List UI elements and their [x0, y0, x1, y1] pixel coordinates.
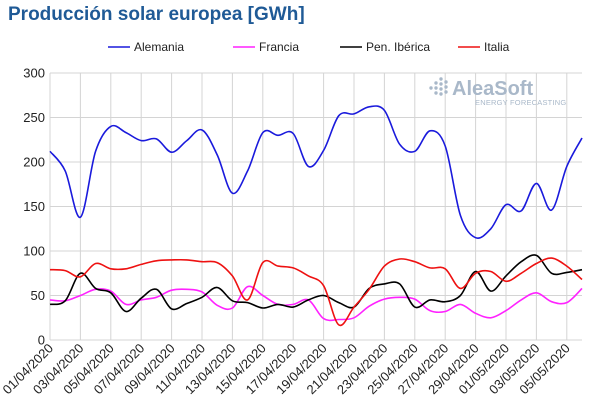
- aleasoft-logo: AleaSoft ENERGY FORECASTING: [429, 77, 566, 107]
- aleasoft-dots-icon: [429, 77, 448, 96]
- series-line-italia: [49, 257, 583, 327]
- legend: Alemania Francia Pen. Ibérica Italia: [108, 40, 510, 54]
- y-tick-label: 150: [23, 199, 45, 214]
- y-tick-label: 50: [31, 288, 45, 303]
- legend-label-alemania: Alemania: [134, 40, 184, 54]
- y-tick-label: 200: [23, 155, 45, 170]
- y-tick-label: 300: [23, 66, 45, 81]
- chart-title: Producción solar europea [GWh]: [8, 4, 305, 25]
- series-line-pen-iberica: [49, 254, 583, 313]
- gridlines: [49, 72, 582, 341]
- logo-tagline: ENERGY FORECASTING: [475, 98, 566, 107]
- legend-label-pen-iberica: Pen. Ibérica: [366, 40, 430, 54]
- y-tick-label: 100: [23, 244, 45, 259]
- logo-name: AleaSoft: [452, 78, 533, 100]
- series-lines: [49, 105, 583, 327]
- series-line-francia: [49, 285, 583, 322]
- series-line-alemania: [49, 105, 583, 239]
- y-tick-label: 0: [38, 333, 45, 348]
- legend-label-italia: Italia: [484, 40, 510, 54]
- y-tick-label: 250: [23, 110, 45, 125]
- axes: 05010015020025030001/04/202003/04/202005…: [0, 66, 573, 398]
- legend-label-francia: Francia: [259, 40, 299, 54]
